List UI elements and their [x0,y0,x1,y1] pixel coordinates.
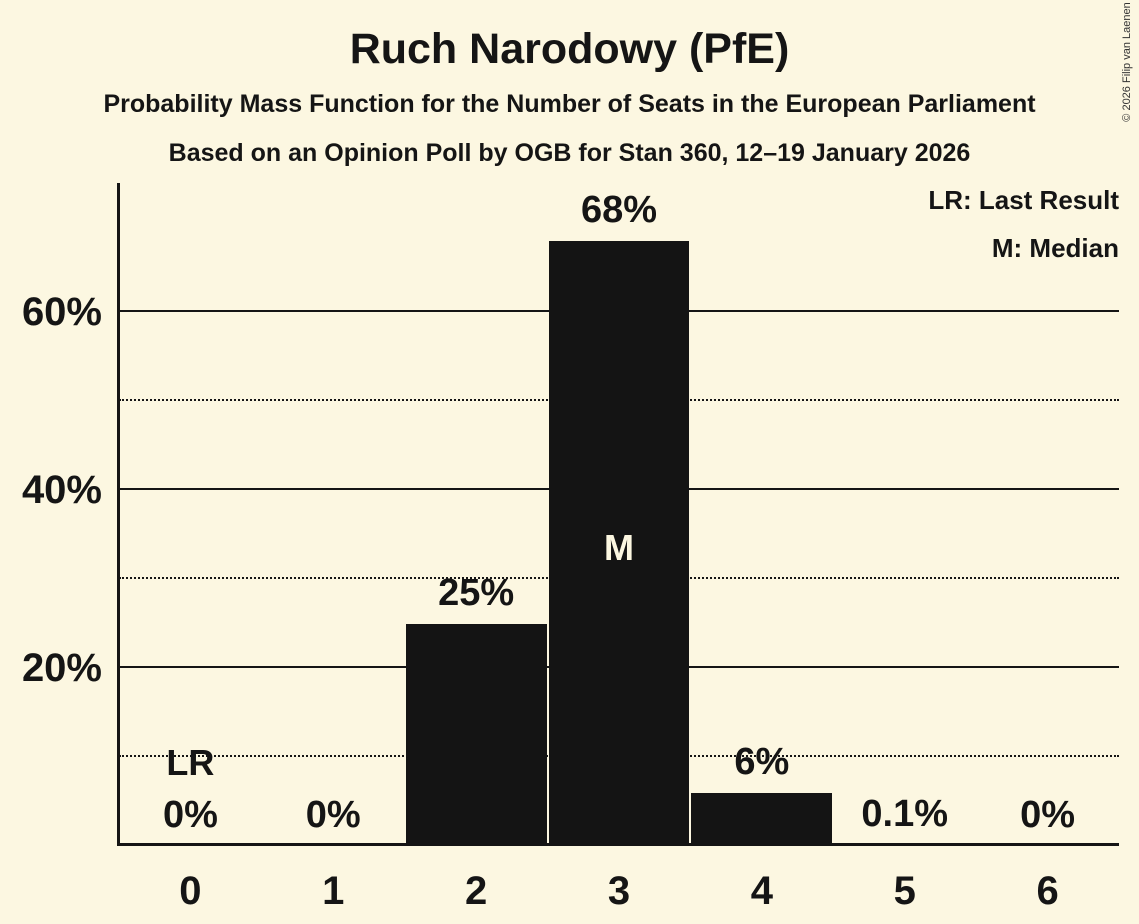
chart-title: Ruch Narodowy (PfE) [349,25,790,73]
last-result-marker: LR [166,742,215,783]
x-tick-5: 5 [893,869,916,913]
bar-label-1: 0% [305,794,361,836]
bar-seat-3 [548,240,690,846]
bar-label-6: 0% [1020,794,1076,836]
bar-label-3: 68% [580,188,658,231]
bar-seat-2 [405,623,547,846]
bar-seat-5 [834,845,976,846]
x-tick-1: 1 [322,869,345,913]
x-tick-0: 0 [179,869,202,913]
bar-label-4: 6% [734,740,790,783]
x-tick-3: 3 [607,869,631,913]
bar-label-5: 0.1% [861,793,949,836]
plot-area: 0% 0% 25% 68% 6% 0.1% 0% LR M [117,183,1119,846]
x-tick-4: 4 [750,869,773,913]
bar-seat-4 [691,792,833,846]
copyright-notice: © 2026 Filip van Laenen [1121,2,1133,122]
x-tick-6: 6 [1036,869,1059,913]
x-tick-2: 2 [465,869,488,913]
y-tick-20%: 20% [21,646,102,690]
y-tick-40%: 40% [21,468,102,512]
bar-label-2: 25% [438,571,515,614]
y-tick-60%: 60% [21,290,102,334]
median-marker: M [603,527,634,568]
chart-subtitle-poll: Based on an Opinion Poll by OGB for Stan… [168,139,971,167]
legend-last-result: LR: Last Result [928,185,1119,215]
y-axis-line [117,183,120,846]
bar-label-0: 0% [162,794,218,836]
legend-median: M: Median [991,233,1119,263]
chart-subtitle: Probability Mass Function for the Number… [103,90,1036,118]
